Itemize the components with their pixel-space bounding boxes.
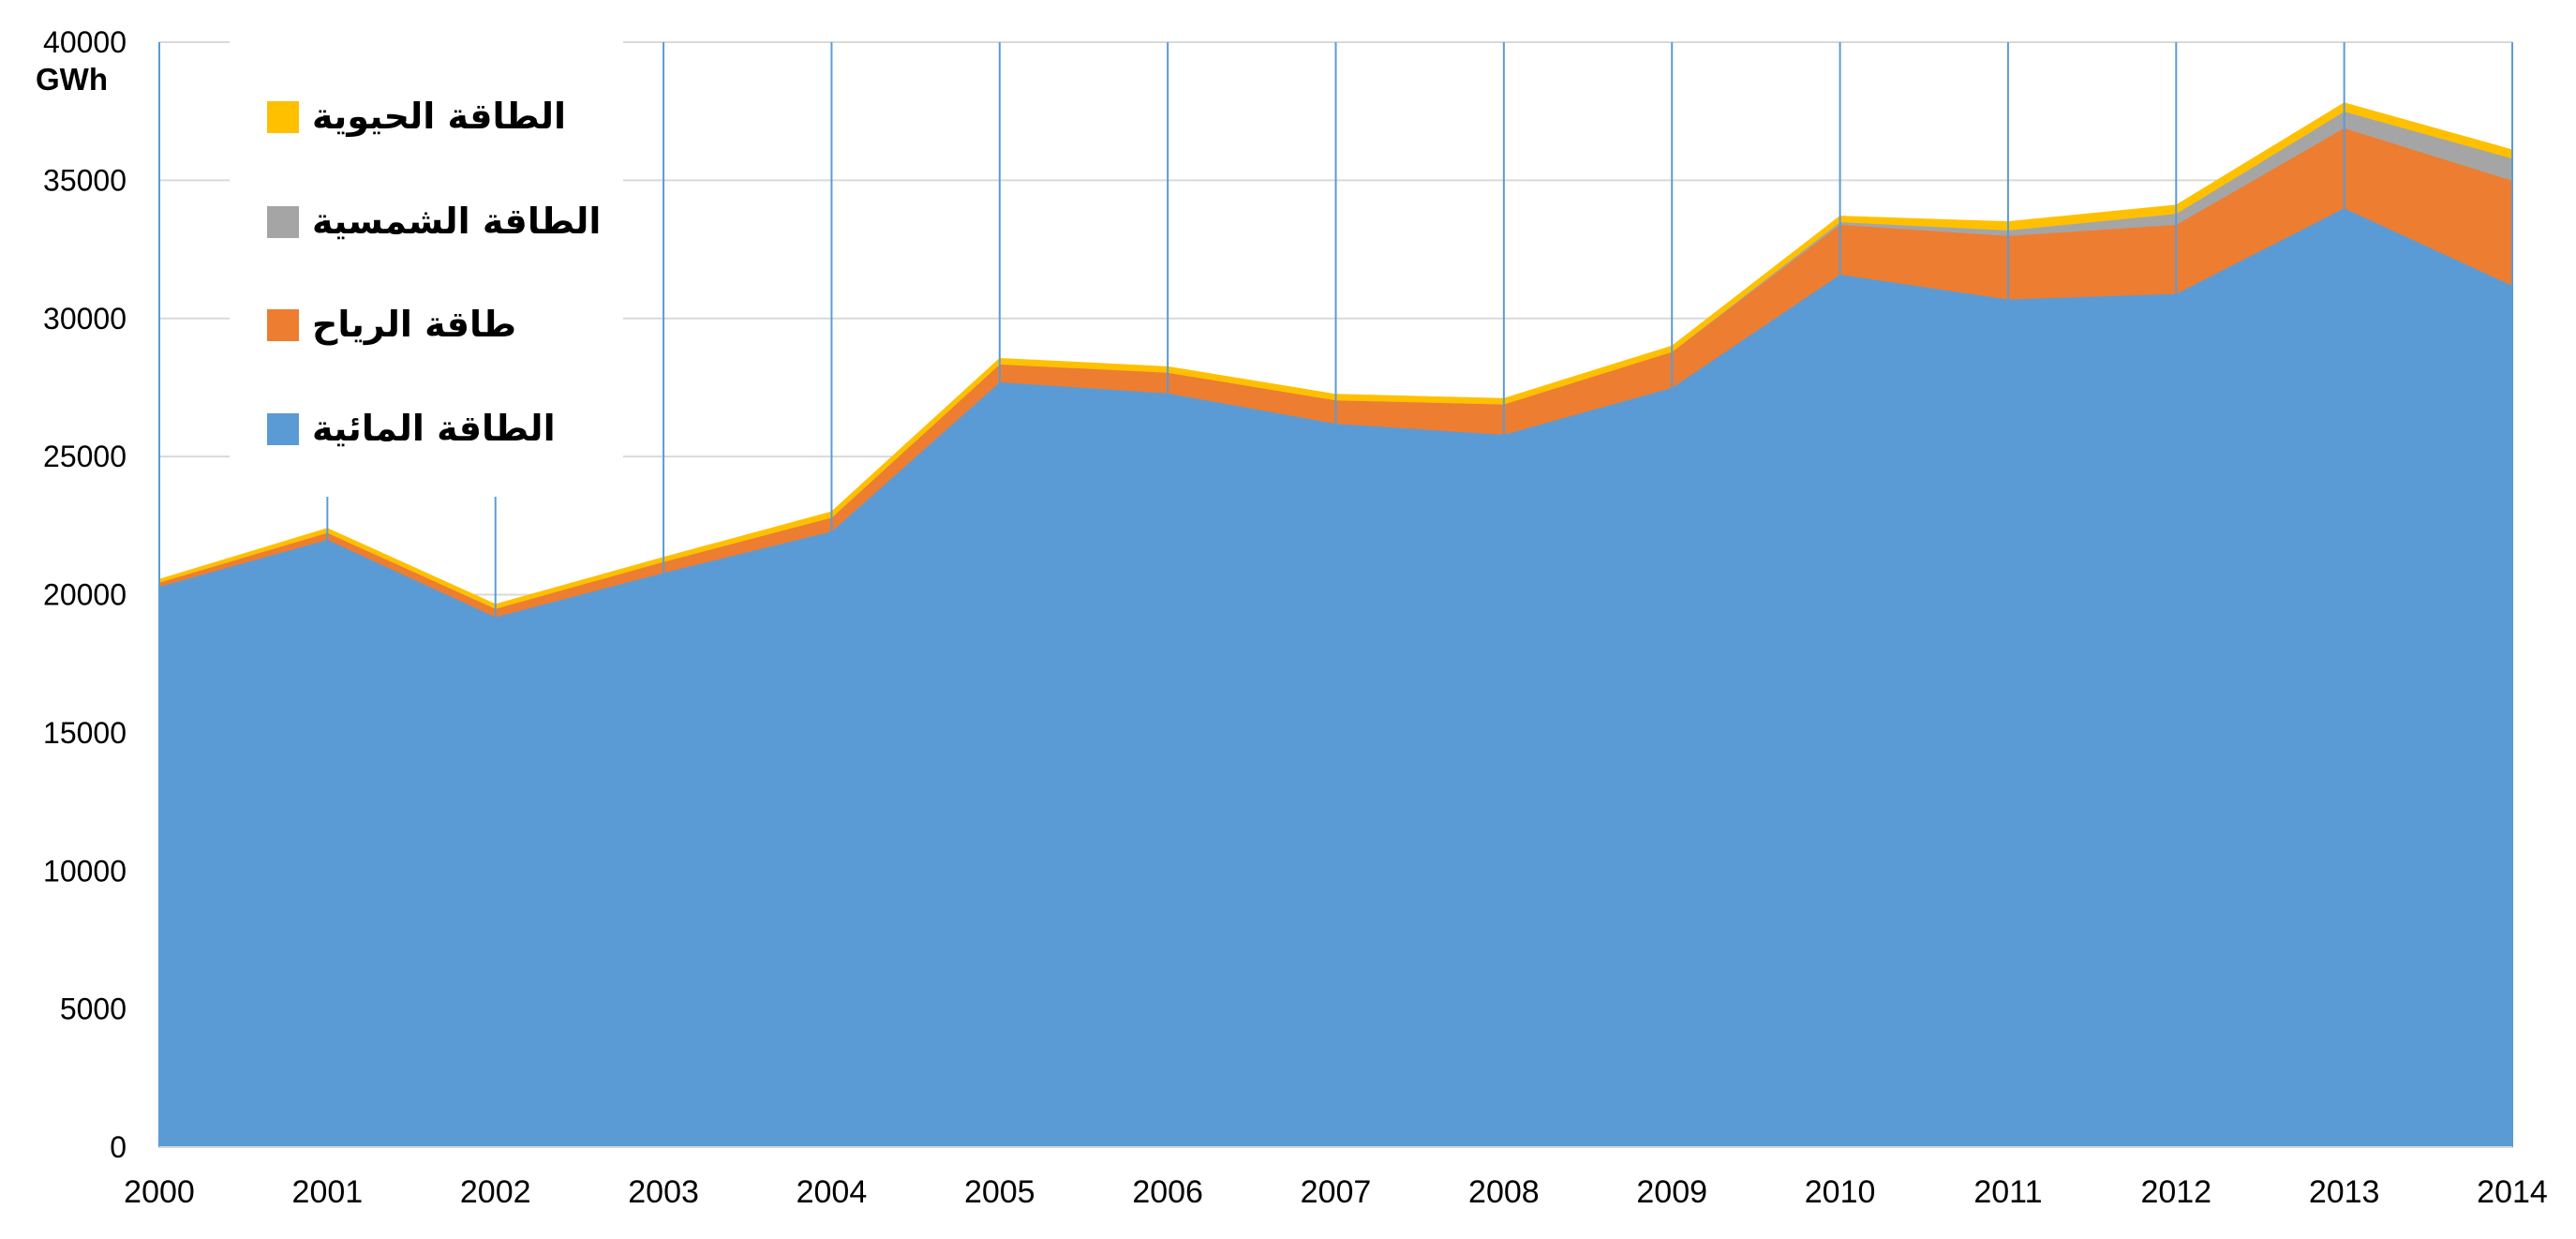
y-tick-label: 5000 <box>60 993 127 1026</box>
x-tick-label: 2009 <box>1636 1174 1707 1210</box>
y-tick-label: 15000 <box>43 716 127 750</box>
legend-label: الطاقة الحيوية <box>312 96 566 137</box>
y-axis-tick-labels: 0 5000 10000 15000 20000 25000 30000 35000 40000 <box>43 25 127 1164</box>
legend-swatch <box>267 101 299 133</box>
y-axis-unit-label: GWh <box>36 62 108 97</box>
legend-swatch <box>267 206 299 238</box>
x-tick-label: 2004 <box>797 1174 868 1210</box>
x-tick-label: 2000 <box>124 1174 195 1210</box>
y-tick-label: 20000 <box>43 578 127 612</box>
legend-label: طاقة الرياح <box>312 304 516 345</box>
y-tick-label: 10000 <box>43 854 127 888</box>
x-tick-label: 2005 <box>964 1174 1035 1210</box>
x-tick-label: 2002 <box>460 1174 531 1210</box>
y-tick-label: 40000 <box>43 25 127 59</box>
x-tick-label: 2011 <box>1973 1174 2042 1210</box>
x-tick-label: 2006 <box>1132 1174 1203 1210</box>
y-tick-label: 0 <box>110 1130 127 1164</box>
x-tick-label: 2013 <box>2309 1174 2380 1210</box>
y-tick-label: 35000 <box>43 163 127 197</box>
x-tick-label: 2008 <box>1468 1174 1540 1210</box>
x-tick-label: 2001 <box>292 1174 364 1210</box>
legend-swatch <box>267 413 299 445</box>
legend: الطاقة الحيوية الطاقة الشمسية طاقة الرياح ا… <box>230 37 623 497</box>
vertical-gridlines <box>326 42 2513 1147</box>
x-tick-label: 2012 <box>2140 1174 2211 1210</box>
x-tick-label: 2003 <box>628 1174 699 1210</box>
y-tick-label: 25000 <box>43 440 127 473</box>
legend-label: الطاقة المائية <box>312 408 556 449</box>
x-tick-label: 2010 <box>1805 1174 1876 1210</box>
x-tick-label: 2014 <box>2477 1174 2548 1210</box>
y-tick-label: 30000 <box>43 302 127 336</box>
legend-label: الطاقة الشمسية <box>312 201 601 242</box>
legend-swatch <box>267 309 299 341</box>
x-axis-tick-labels: 2000 2001 2002 2003 2004 2005 2006 2007 2008 2009… <box>124 1174 2548 1210</box>
x-tick-label: 2007 <box>1301 1174 1372 1210</box>
axes <box>158 42 2512 1148</box>
